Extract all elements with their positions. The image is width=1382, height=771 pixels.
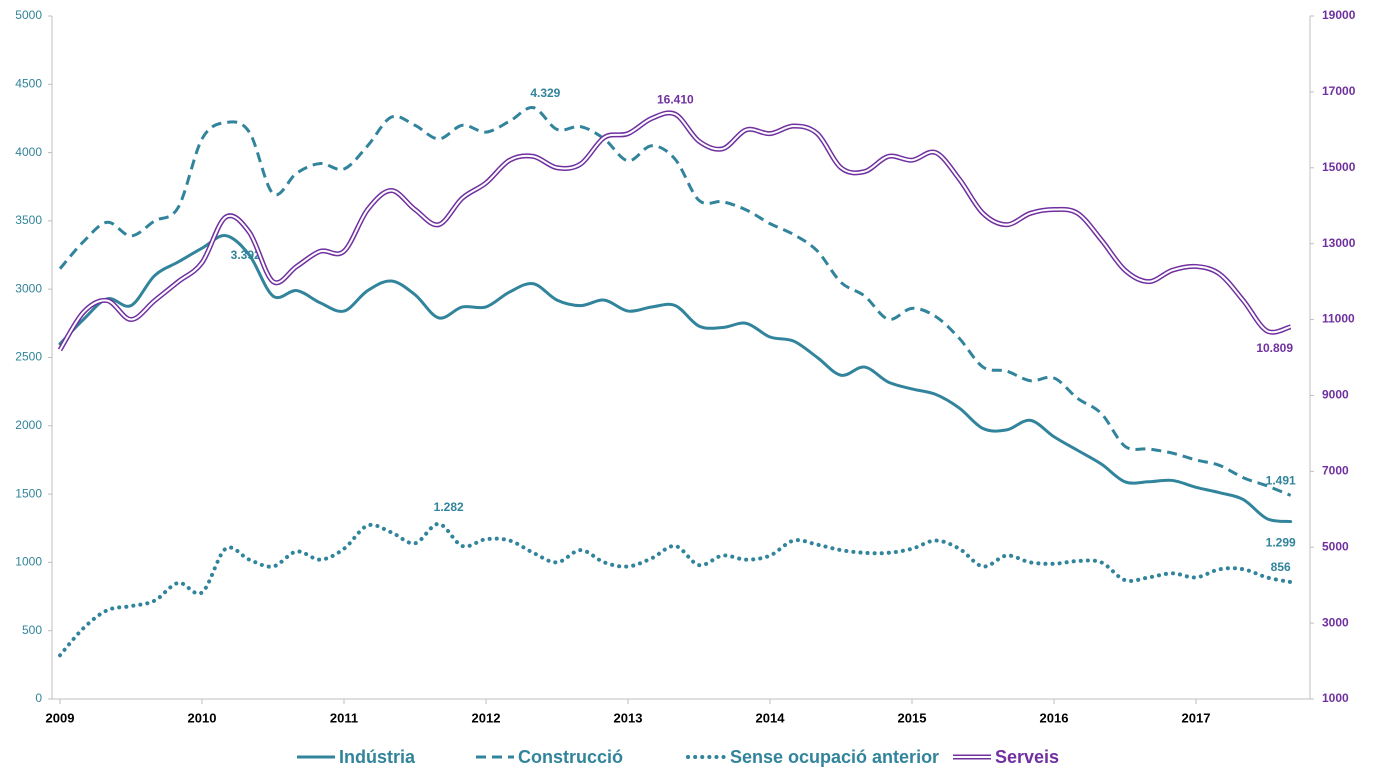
y-tick-label: 500 bbox=[22, 623, 42, 637]
series-line-inner bbox=[59, 111, 1291, 351]
legend-label: Construcció bbox=[518, 747, 623, 767]
value-label: 3.392 bbox=[231, 248, 261, 262]
y-tick-label: 4000 bbox=[15, 145, 42, 159]
y2-tick-label: 1000 bbox=[1322, 691, 1349, 705]
y2-tick-label: 7000 bbox=[1322, 464, 1349, 478]
y2-tick-label: 3000 bbox=[1322, 615, 1349, 629]
x-tick-label: 2013 bbox=[614, 710, 643, 725]
y-tick-label: 1500 bbox=[15, 486, 42, 500]
y2-tick-label: 13000 bbox=[1322, 236, 1356, 250]
y-tick-label: 1000 bbox=[15, 555, 42, 569]
x-tick-label: 2009 bbox=[46, 710, 75, 725]
value-label: 10.809 bbox=[1256, 341, 1293, 355]
series-line bbox=[58, 234, 1293, 524]
x-tick-label: 2010 bbox=[188, 710, 217, 725]
series-line bbox=[58, 521, 1293, 658]
y-tick-label: 3000 bbox=[15, 281, 42, 295]
value-label: 1.282 bbox=[434, 500, 464, 514]
y2-tick-label: 11000 bbox=[1322, 312, 1355, 326]
y2-tick-label: 19000 bbox=[1322, 8, 1356, 22]
value-label: 4.329 bbox=[530, 86, 560, 100]
value-label: 1.299 bbox=[1266, 536, 1296, 550]
x-tick-label: 2015 bbox=[898, 710, 927, 725]
value-label: 856 bbox=[1271, 560, 1291, 574]
y2-tick-label: 5000 bbox=[1322, 539, 1349, 553]
x-tick-label: 2011 bbox=[330, 710, 358, 725]
y-tick-label: 2000 bbox=[15, 418, 42, 432]
series-line bbox=[58, 106, 1292, 497]
value-label: 16.410 bbox=[657, 92, 694, 106]
series-line bbox=[57, 110, 1292, 352]
y-tick-label: 3500 bbox=[15, 213, 42, 227]
value-label: 1.491 bbox=[1266, 474, 1296, 488]
legend-label: Sense ocupació anterior bbox=[730, 747, 939, 767]
y2-tick-label: 15000 bbox=[1322, 160, 1356, 174]
x-tick-label: 2012 bbox=[472, 710, 501, 725]
x-tick-label: 2017 bbox=[1182, 710, 1211, 725]
legend-label: Indústria bbox=[339, 747, 416, 767]
y2-tick-label: 9000 bbox=[1322, 388, 1349, 402]
y-tick-label: 5000 bbox=[15, 8, 42, 22]
y-tick-label: 2500 bbox=[15, 350, 42, 364]
x-tick-label: 2014 bbox=[756, 710, 786, 725]
y-tick-label: 4500 bbox=[15, 76, 42, 90]
legend-label: Serveis bbox=[995, 747, 1059, 767]
x-tick-label: 2016 bbox=[1040, 710, 1069, 725]
y-tick-label: 0 bbox=[35, 691, 42, 705]
y2-tick-label: 17000 bbox=[1322, 84, 1356, 98]
